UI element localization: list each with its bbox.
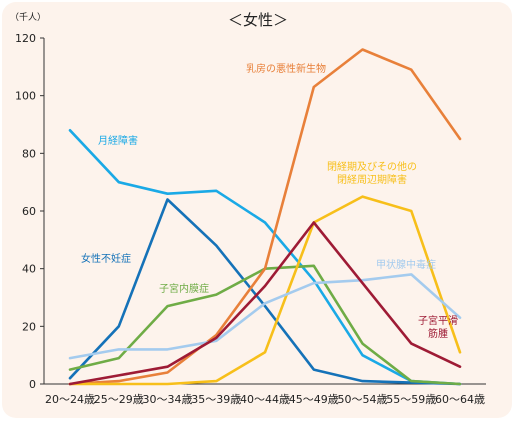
- x-tick-label: 25～29歳: [94, 393, 144, 406]
- x-tick-label: 35～39歳: [191, 393, 241, 406]
- series-annotation: 筋腫: [428, 327, 448, 340]
- series-line: [68, 198, 462, 386]
- axes: 02040608010012020～24歳25～29歳30～34歳35～39歳4…: [15, 32, 486, 406]
- y-tick-label: 120: [15, 32, 36, 45]
- series-annotation: 子宮内膜症: [159, 282, 209, 295]
- chart-frame: [2, 2, 512, 418]
- series-line: [68, 264, 462, 386]
- series-annotation: 甲状腺中毒症: [376, 258, 436, 271]
- y-tick-label: 60: [22, 205, 36, 218]
- x-tick-label: 40～44歳: [240, 393, 290, 406]
- series-lines: [68, 48, 462, 386]
- series-annotation: 閉経周辺期障害: [337, 173, 407, 186]
- series-annotation: 乳房の悪性新生物: [246, 62, 326, 75]
- series-annotation: 月経障害: [98, 134, 138, 147]
- y-tick-label: 100: [15, 90, 36, 103]
- y-tick-label: 80: [22, 147, 36, 160]
- y-tick-label: 40: [22, 263, 36, 276]
- x-tick-label: 20～24歳: [45, 393, 95, 406]
- x-tick-label: 55～59歳: [386, 393, 436, 406]
- y-tick-label: 0: [29, 378, 36, 391]
- x-tick-label: 30～34歳: [143, 393, 193, 406]
- series-line: [68, 48, 462, 386]
- series-annotation: 閉経期及びその他の: [327, 160, 417, 173]
- series-annotation: 女性不妊症: [81, 252, 131, 265]
- x-tick-label: 45～49歳: [289, 393, 339, 406]
- series-line: [68, 195, 462, 386]
- x-tick-label: 50～54歳: [338, 393, 388, 406]
- x-tick-label: 60～64歳: [435, 393, 485, 406]
- y-unit-label: （千人）: [10, 12, 46, 23]
- chart-title: ＜女性＞: [228, 11, 288, 29]
- y-tick-label: 20: [22, 320, 36, 333]
- series-annotation: 子宮平滑: [418, 314, 458, 327]
